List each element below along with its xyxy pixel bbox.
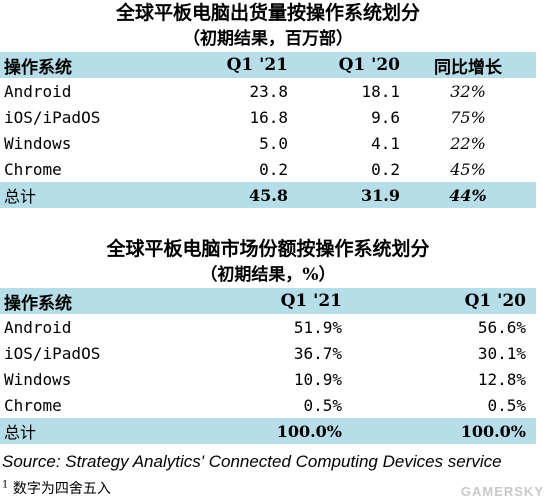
os-name: Windows: [4, 133, 72, 153]
q1-21-share: 10.9%: [293, 369, 342, 389]
q1-21-value: 5.0: [259, 133, 288, 153]
os-name: Android: [4, 317, 72, 337]
table-row: iOS/iPadOS 16.8 9.6 75%: [0, 104, 536, 130]
os-name: Chrome: [4, 159, 62, 179]
header-q1-21: Q1 '21: [226, 55, 288, 75]
footnote: 1 数字为四舍五入: [2, 478, 111, 498]
table-row: Windows 5.0 4.1 22%: [0, 130, 536, 156]
q1-20-share: 30.1%: [477, 343, 526, 363]
header-growth: 同比增长: [434, 57, 502, 78]
os-name: iOS/iPadOS: [4, 107, 101, 127]
market-share-table-header: 操作系统 Q1 '21 Q1 '20: [0, 288, 536, 314]
footnote-marker: 1: [2, 479, 9, 491]
os-name: Windows: [4, 369, 72, 389]
header-q1-20: Q1 '20: [464, 291, 526, 311]
os-name: Android: [4, 81, 72, 101]
growth-value: 75%: [450, 107, 486, 127]
q1-21-value: 16.8: [249, 107, 288, 127]
shipments-table-title: 全球平板电脑出货量按操作系统划分: [115, 2, 420, 24]
market-share-table-subtitle: （初期结果，%）: [200, 265, 336, 285]
total-q1-21: 45.8: [249, 185, 288, 205]
shipments-table: 全球平板电脑出货量按操作系统划分 （初期结果，百万部） 操作系统 Q1 '21 …: [0, 0, 536, 208]
q1-21-share: 51.9%: [293, 317, 342, 337]
q1-20-value: 0.2: [371, 159, 400, 179]
table-row: Chrome 0.5% 0.5%: [0, 392, 536, 418]
market-share-table: 全球平板电脑市场份额按操作系统划分 （初期结果，%） 操作系统 Q1 '21 Q…: [0, 236, 536, 444]
q1-20-value: 4.1: [371, 133, 400, 153]
q1-21-value: 23.8: [249, 81, 288, 101]
total-row: 总计 45.8 31.9 44%: [0, 182, 536, 208]
total-label: 总计: [4, 423, 37, 442]
q1-20-value: 9.6: [371, 107, 400, 127]
table-row: Android 23.8 18.1 32%: [0, 78, 536, 104]
source-note: Source: Strategy Analytics' Connected Co…: [2, 452, 502, 471]
growth-value: 32%: [450, 81, 486, 101]
table-row: Chrome 0.2 0.2 45%: [0, 156, 536, 182]
shipments-table-header: 操作系统 Q1 '21 Q1 '20 同比增长: [0, 52, 536, 78]
total-label: 总计: [4, 187, 37, 206]
table-row: iOS/iPadOS 36.7% 30.1%: [0, 340, 536, 366]
q1-20-share: 12.8%: [477, 369, 526, 389]
total-q1-20: 100.0%: [460, 421, 526, 441]
total-row: 总计 100.0% 100.0%: [0, 418, 536, 444]
header-q1-20: Q1 '20: [338, 55, 400, 75]
market-share-table-title: 全球平板电脑市场份额按操作系统划分: [106, 238, 430, 260]
q1-21-value: 0.2: [259, 159, 288, 179]
header-os: 操作系统: [4, 293, 72, 314]
header-q1-21: Q1 '21: [280, 291, 342, 311]
watermark-logo: GAMERSKY: [460, 484, 544, 499]
footnote-text: 数字为四舍五入: [12, 481, 111, 497]
growth-value: 45%: [450, 159, 486, 179]
total-growth: 44%: [449, 185, 487, 205]
os-name: Chrome: [4, 395, 62, 415]
q1-20-share: 0.5%: [487, 395, 526, 415]
header-os: 操作系统: [4, 57, 72, 78]
q1-20-value: 18.1: [361, 81, 400, 101]
table-row: Android 51.9% 56.6%: [0, 314, 536, 340]
os-name: iOS/iPadOS: [4, 343, 101, 363]
total-q1-21: 100.0%: [276, 421, 342, 441]
q1-21-share: 0.5%: [303, 395, 342, 415]
shipments-table-subtitle: （初期结果，百万部）: [183, 29, 353, 49]
growth-value: 22%: [450, 133, 486, 153]
q1-21-share: 36.7%: [293, 343, 342, 363]
table-row: Windows 10.9% 12.8%: [0, 366, 536, 392]
q1-20-share: 56.6%: [477, 317, 526, 337]
total-q1-20: 31.9: [361, 185, 400, 205]
